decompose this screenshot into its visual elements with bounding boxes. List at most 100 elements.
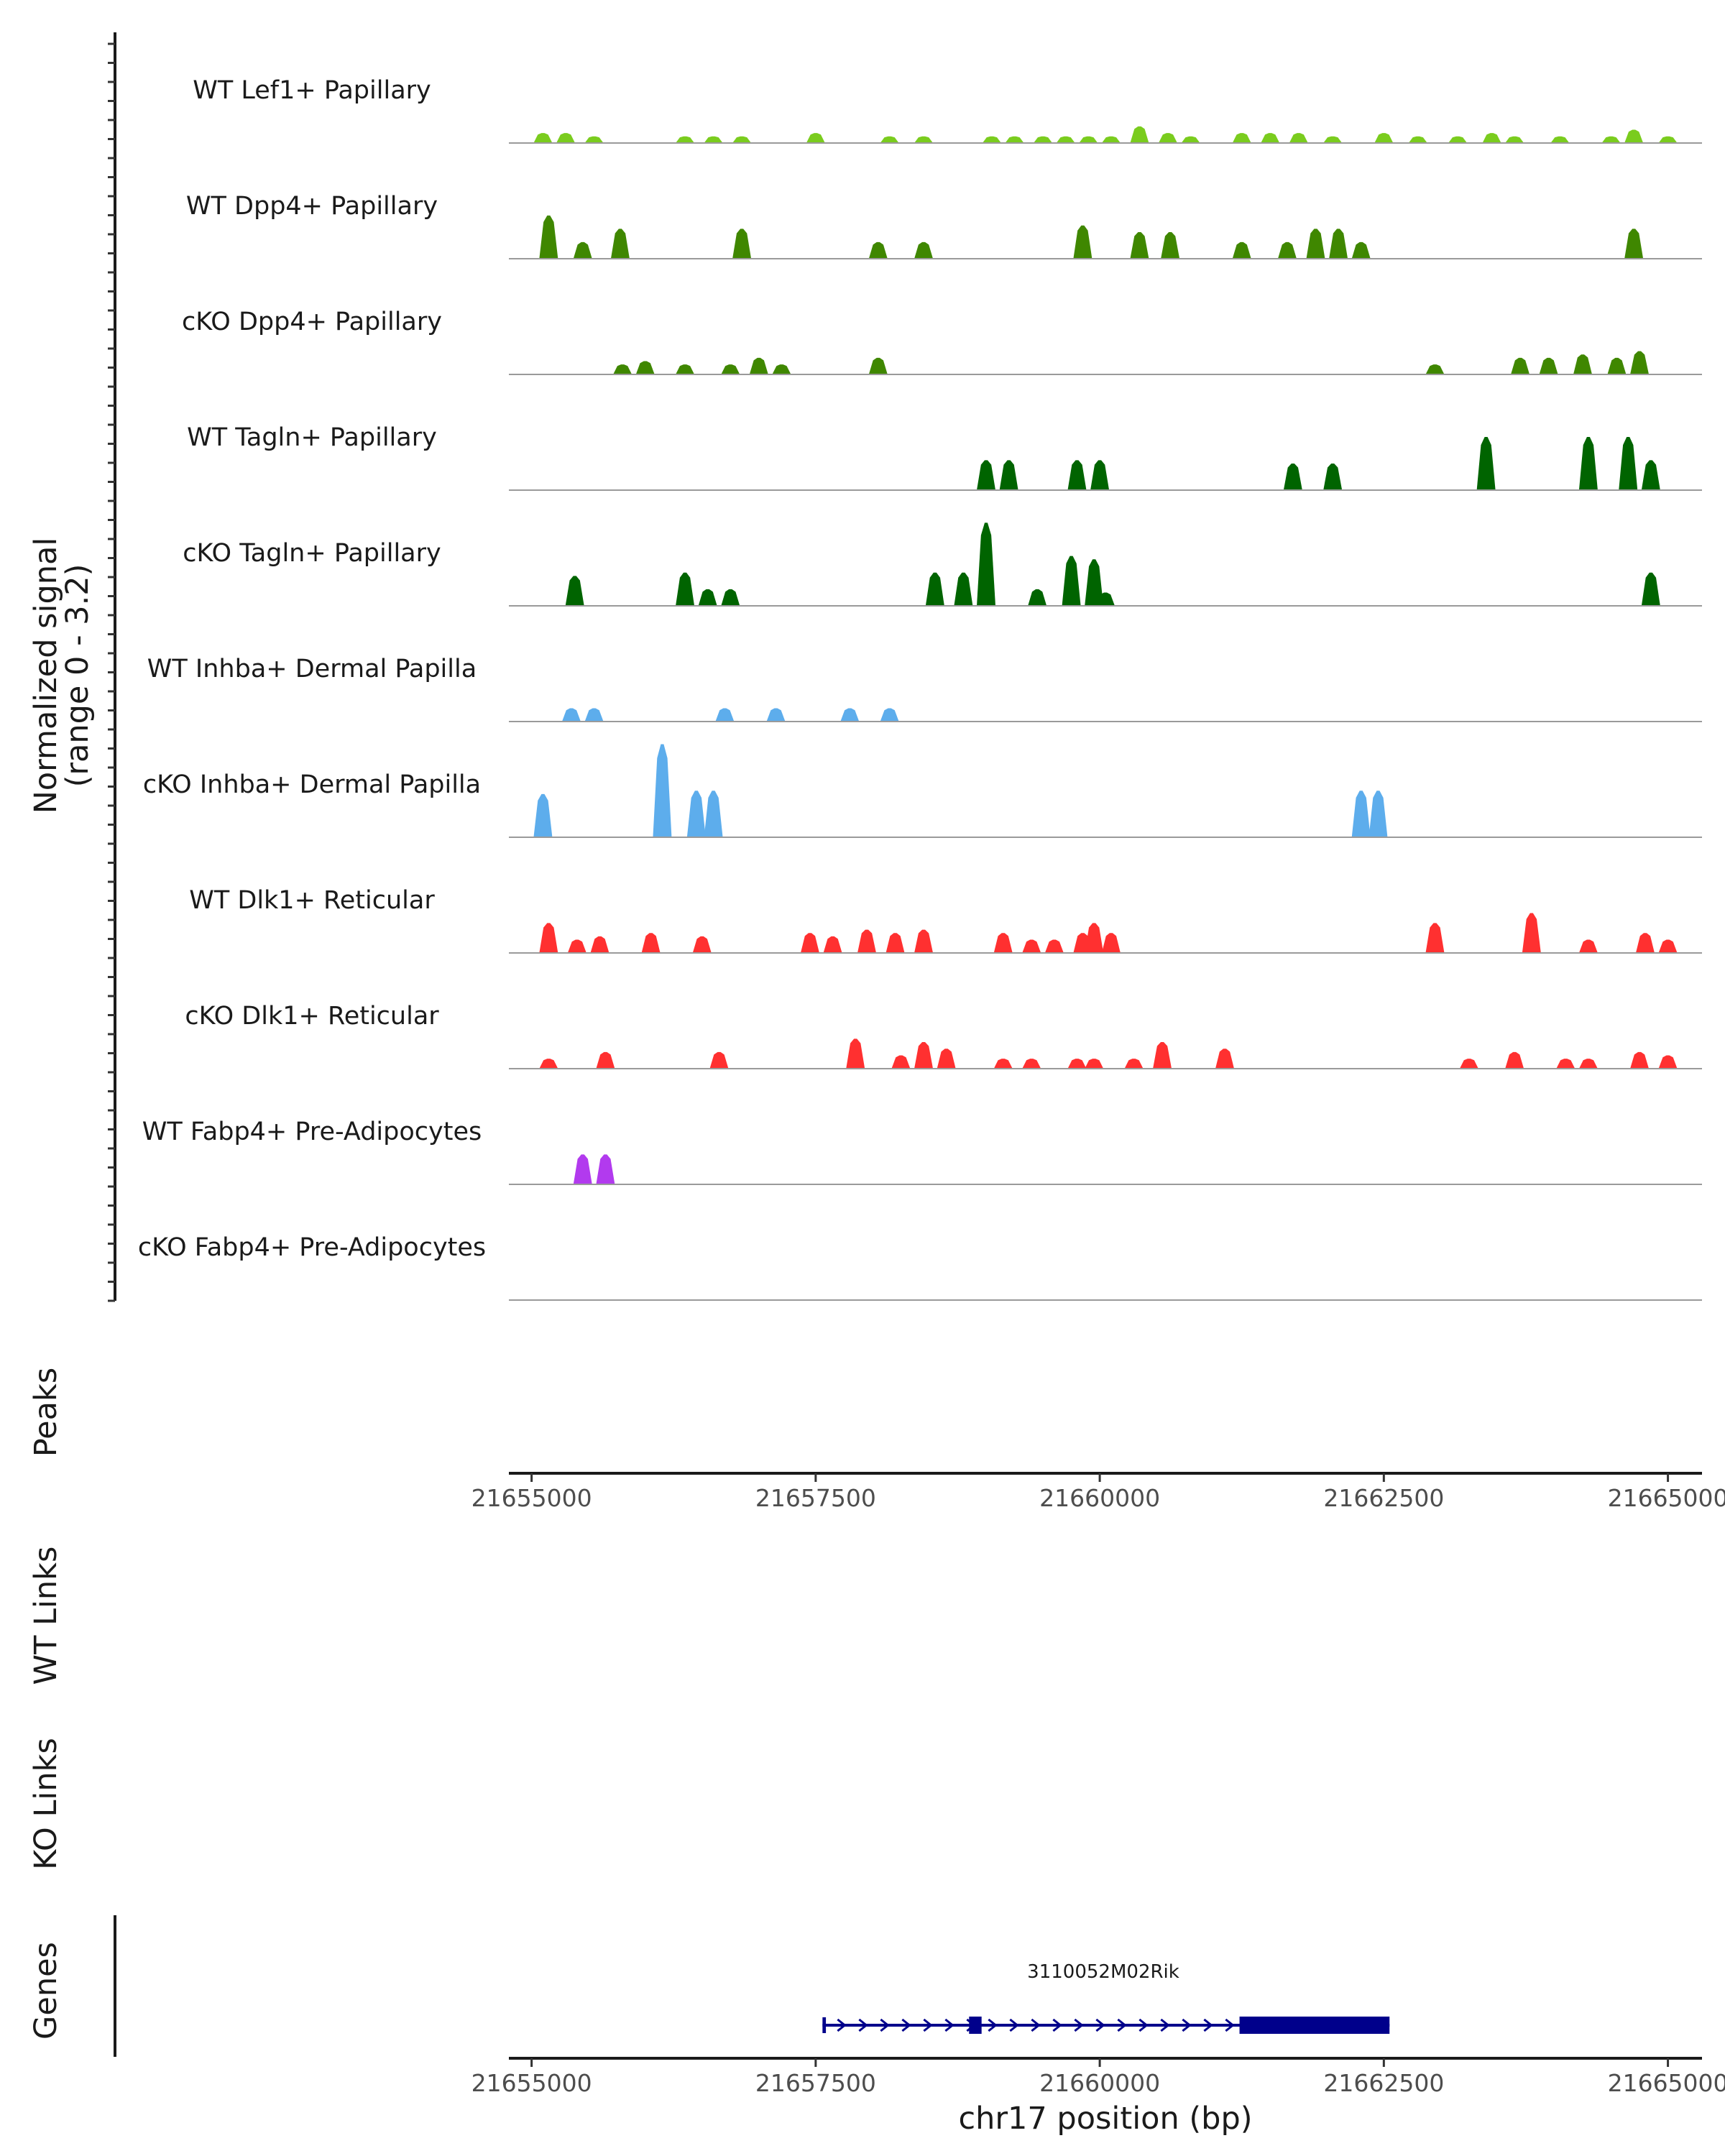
coverage-peak [1624,229,1644,259]
coverage-peak [840,708,860,722]
gene-name-label: 3110052M02Rik [1027,1961,1179,1983]
wt-links-panel-label: WT Links [28,1547,64,1685]
coverage-peak [1476,437,1496,490]
strand-arrow [1095,2018,1105,2032]
coverage-peak [676,364,695,374]
coverage-peak [1215,1049,1234,1069]
coverage-peak [721,364,740,374]
coverage-peak [1641,572,1660,606]
coverage-peak [596,1051,615,1069]
x-tick-label: 21660000 [1039,1484,1160,1512]
strand-arrow [837,2018,847,2032]
coverage-peak [1181,136,1200,143]
coverage-peak [1232,241,1251,259]
coverage-peak [1323,464,1343,490]
coverage-peak [709,1051,729,1069]
coverage-peak [613,364,632,374]
coverage-peak [1522,913,1541,953]
coverage-peak [1573,354,1592,374]
coverage-peak [1022,1059,1041,1069]
coverage-peak [610,229,630,259]
coverage-peak [1641,460,1660,490]
coverage-peak [539,215,558,259]
strand-arrow [1031,2018,1041,2032]
coverage-peak [1329,229,1348,259]
track-1: WT Lef1+ Papillary [193,76,1702,144]
x-tick-label: 21662500 [1323,1484,1444,1512]
coverage-peak [993,1059,1013,1069]
coverage-peak [533,793,553,837]
coverage-peak [698,589,717,606]
coverage-peak [772,364,791,374]
track-3: cKO Dpp4+ Papillary [182,308,1702,375]
coverage-peak [1232,133,1251,143]
coverage-peak [641,933,661,953]
track-label: WT Dpp4+ Papillary [186,192,438,221]
coverage-peak [999,460,1018,490]
coverage-peak [1034,136,1053,143]
coverage-peak [880,708,899,722]
coverage-peak [1630,351,1650,374]
peaks-x-axis-ticks: 21655000 21657500 21660000 21662500 21665000 [472,1473,1725,1512]
track-5: cKO Tagln+ Papillary [183,522,1702,607]
coverage-peak [1550,136,1570,143]
track-4: WT Tagln+ Papillary [187,423,1702,491]
coverage-peak [1261,133,1280,143]
coverage-peak [914,1042,934,1069]
coverage-peak [977,460,995,490]
coverage-peak [1062,556,1081,606]
coverage-peak [1130,232,1149,259]
gene-exon [822,2017,827,2033]
coverage-peak [676,136,695,143]
strand-arrow [944,2018,954,2032]
track-6: WT Inhba+ Dermal Papilla [147,655,1702,722]
coverage-peak [1085,923,1104,953]
coverage-peak [584,708,604,722]
coverage-peak [1158,133,1177,143]
coverage-peak [1323,136,1343,143]
coverage-peak [704,136,723,143]
coverage-peak [886,933,905,953]
coverage-peak [1351,791,1371,837]
coverage-peak [1044,939,1064,953]
coverage-peak [732,136,752,143]
coverage-peak [653,744,672,837]
track-8: WT Dlk1+ Reticular [189,886,1702,954]
coverage-peak [1658,136,1678,143]
coverage-peak [1630,1051,1650,1069]
coverage-peak [565,576,584,606]
coverage-peak [635,361,655,374]
coverage-peak [1368,791,1388,837]
coverage-peak [539,1059,558,1069]
track-label: cKO Dpp4+ Papillary [182,308,442,336]
coverage-peak [704,791,723,837]
track-label: WT Tagln+ Papillary [187,423,437,452]
coverage-peak [1073,225,1092,259]
coverage-peak [715,708,735,722]
coverage-peak [1607,357,1627,374]
coverage-peak [1101,136,1121,143]
coverage-peak [1578,1059,1598,1069]
strand-arrow [988,2018,998,2032]
strand-arrow [1074,2018,1084,2032]
coverage-peak [1085,1059,1104,1069]
strand-arrow [1182,2018,1192,2032]
coverage-peak [556,133,576,143]
coverage-peak [1085,559,1104,606]
x-tick-label: 21665000 [1608,2069,1725,2097]
coverage-peak [1425,923,1445,953]
coverage-peak [1056,136,1075,143]
gene-model [822,2017,1390,2034]
coverage-peak [914,136,934,143]
coverage-peak [686,791,706,837]
track-label: WT Fabp4+ Pre-Adipocytes [142,1118,482,1146]
coverage-peak [806,133,825,143]
strand-arrow [923,2018,933,2032]
genes-panel-label: Genes [28,1942,64,2040]
coverage-peak [1283,464,1302,490]
track-11: cKO Fabp4+ Pre-Adipocytes [138,1233,1702,1301]
coverage-peak [1658,939,1678,953]
coverage-peak [1448,136,1468,143]
track-2: WT Dpp4+ Papillary [186,192,1702,259]
coverage-peak [880,136,899,143]
